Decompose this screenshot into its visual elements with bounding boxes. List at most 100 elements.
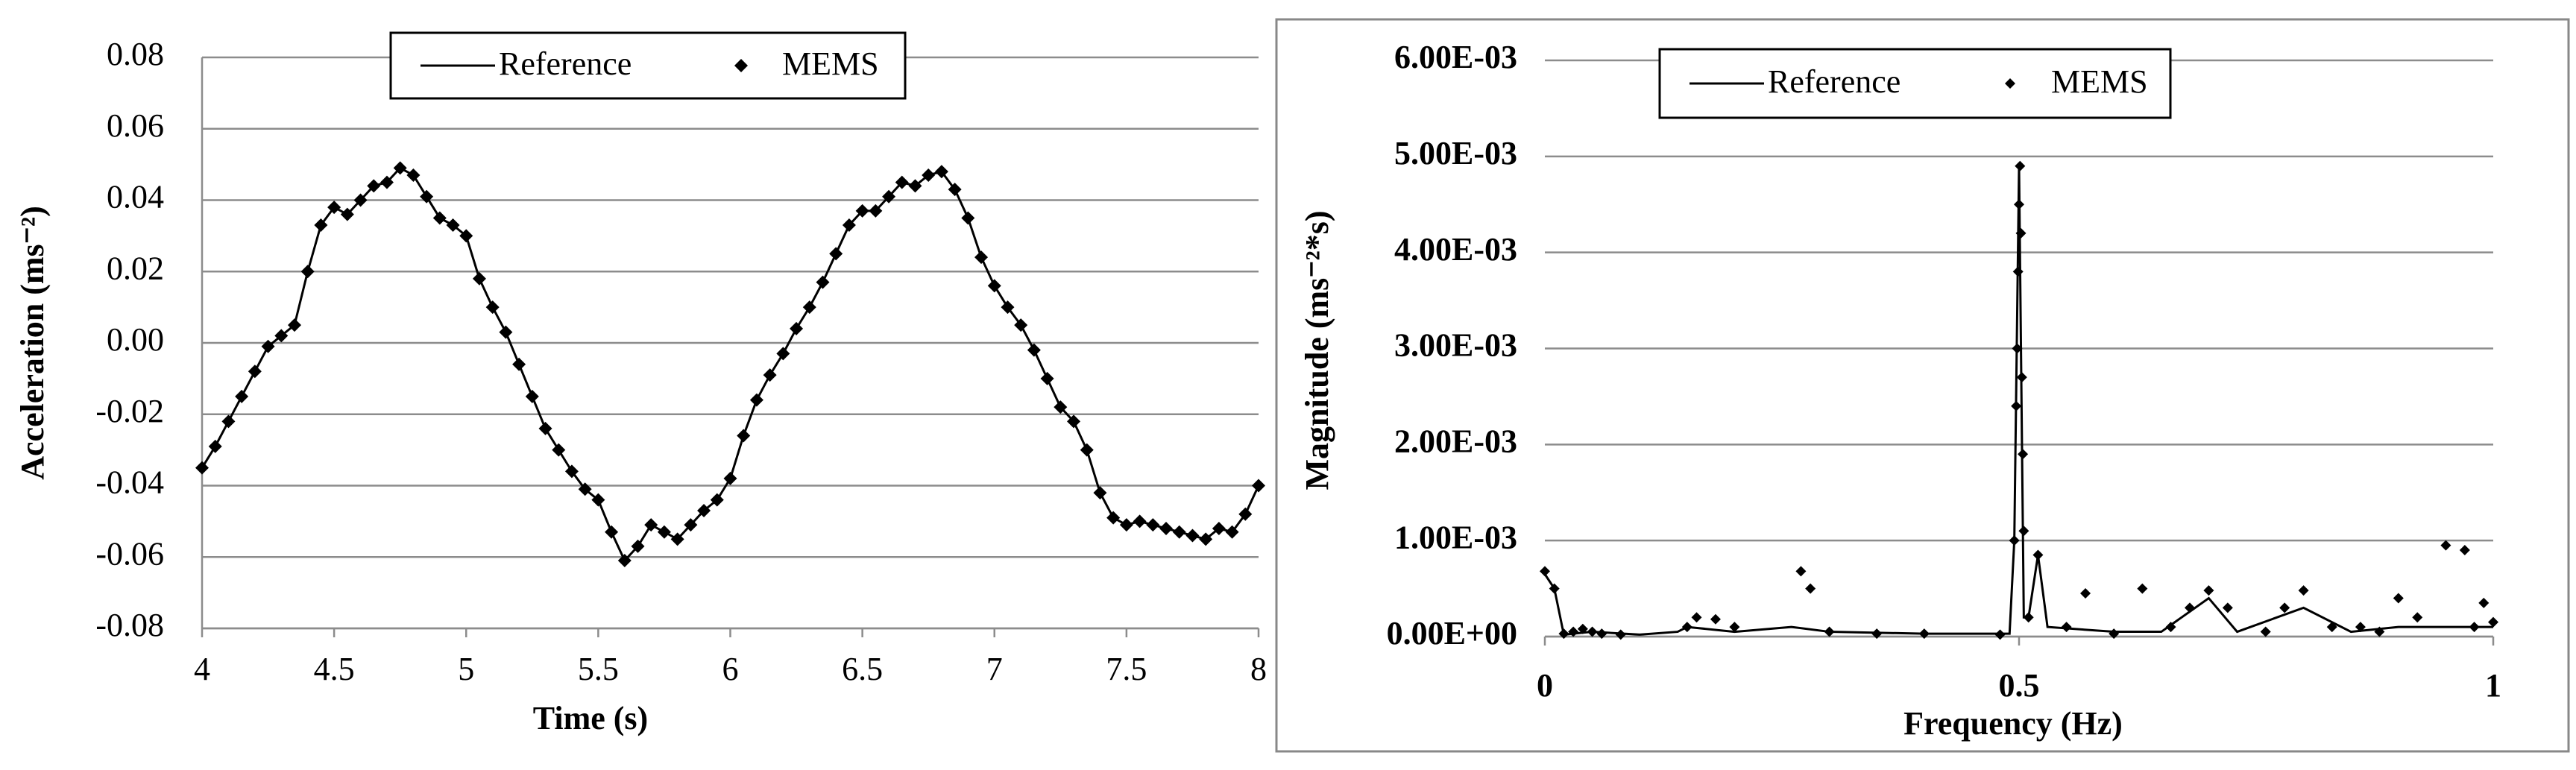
y-tick-label: -0.04 bbox=[95, 464, 164, 501]
marker bbox=[2469, 622, 2480, 633]
marker bbox=[2023, 612, 2034, 623]
legend-label: MEMS bbox=[782, 45, 879, 82]
marker bbox=[2260, 626, 2271, 637]
y-tick-label: -0.02 bbox=[95, 393, 164, 429]
marker bbox=[657, 525, 671, 539]
marker bbox=[1238, 507, 1253, 521]
marker bbox=[1805, 583, 1816, 594]
marker bbox=[2393, 593, 2404, 604]
marker bbox=[314, 218, 328, 233]
x-tick-label: 4.5 bbox=[314, 651, 355, 687]
marker bbox=[195, 461, 209, 475]
legend-box bbox=[1658, 48, 2172, 119]
marker bbox=[2018, 526, 2029, 537]
y-tick-label: 0.00E+00 bbox=[1387, 615, 1517, 651]
marker bbox=[2018, 449, 2029, 460]
y-tick-label: 3.00E-03 bbox=[1394, 327, 1517, 364]
marker bbox=[2015, 160, 2026, 171]
series-line bbox=[1543, 165, 2493, 637]
marker bbox=[1252, 479, 1265, 493]
marker bbox=[591, 493, 605, 507]
series-line bbox=[201, 166, 1260, 563]
marker bbox=[1729, 622, 1740, 633]
marker bbox=[1001, 300, 1015, 315]
marker bbox=[802, 300, 816, 315]
marker bbox=[697, 504, 711, 518]
marker bbox=[1691, 612, 1702, 623]
marker bbox=[1040, 371, 1054, 385]
marker bbox=[393, 161, 407, 175]
marker bbox=[1106, 511, 1121, 525]
marker bbox=[961, 211, 975, 225]
marker bbox=[552, 443, 566, 457]
marker bbox=[2374, 626, 2385, 637]
marker bbox=[1185, 528, 1200, 543]
y-tick-label: 2.00E-03 bbox=[1394, 423, 1517, 459]
y-tick-label: 1.00E-03 bbox=[1394, 519, 1517, 555]
marker bbox=[948, 183, 962, 197]
marker bbox=[353, 193, 368, 207]
marker bbox=[1014, 318, 1028, 332]
marker bbox=[2203, 585, 2214, 596]
x-tick-label: 0.5 bbox=[1999, 667, 2040, 704]
marker bbox=[749, 393, 763, 407]
marker bbox=[1133, 514, 1147, 528]
marker bbox=[499, 325, 513, 339]
marker bbox=[512, 357, 526, 371]
marker bbox=[1093, 486, 1107, 500]
marker bbox=[1054, 400, 1068, 414]
legend-label: Reference bbox=[1768, 63, 1900, 100]
marker bbox=[869, 203, 883, 218]
marker bbox=[1568, 626, 1579, 637]
marker bbox=[380, 175, 394, 189]
marker bbox=[1795, 566, 1807, 577]
marker bbox=[1587, 626, 1598, 637]
y-tick-label: 6.00E-03 bbox=[1394, 39, 1517, 75]
marker bbox=[208, 439, 222, 453]
marker bbox=[723, 471, 737, 485]
marker bbox=[459, 229, 473, 243]
marker bbox=[895, 175, 909, 189]
marker bbox=[406, 168, 421, 182]
marker bbox=[221, 414, 236, 429]
marker bbox=[2015, 227, 2027, 239]
legend-label: MEMS bbox=[2051, 63, 2148, 100]
marker bbox=[2355, 622, 2366, 633]
marker bbox=[2184, 602, 2195, 613]
marker bbox=[472, 271, 486, 285]
marker bbox=[1119, 518, 1133, 532]
marker bbox=[737, 429, 751, 443]
marker bbox=[1540, 566, 1550, 577]
marker bbox=[1549, 583, 1560, 594]
marker bbox=[261, 339, 275, 353]
marker bbox=[644, 518, 658, 532]
marker bbox=[367, 179, 381, 193]
marker bbox=[2011, 400, 2022, 411]
marker bbox=[485, 300, 500, 315]
x-tick-label: 6 bbox=[722, 651, 739, 687]
marker bbox=[2009, 535, 2020, 546]
marker bbox=[2012, 343, 2023, 354]
marker bbox=[1212, 521, 1226, 535]
marker bbox=[829, 247, 843, 261]
marker bbox=[1159, 521, 1174, 535]
x-axis-title: Frequency (Hz) bbox=[1903, 705, 2123, 742]
marker bbox=[1615, 629, 1626, 640]
marker bbox=[1027, 343, 1041, 357]
y-tick-label: 0.02 bbox=[107, 250, 164, 286]
x-tick-label: 7.5 bbox=[1106, 651, 1147, 687]
legend-marker bbox=[2005, 78, 2015, 89]
marker bbox=[1681, 622, 1692, 633]
marker bbox=[420, 189, 434, 203]
marker bbox=[882, 189, 896, 203]
marker bbox=[525, 389, 539, 403]
marker bbox=[763, 368, 777, 382]
marker bbox=[1918, 628, 1930, 640]
marker bbox=[790, 321, 804, 335]
marker bbox=[2279, 602, 2290, 613]
y-tick-label: 5.00E-03 bbox=[1394, 135, 1517, 171]
marker bbox=[300, 265, 315, 279]
y-tick-label: 0.06 bbox=[107, 107, 164, 144]
marker bbox=[1558, 628, 1569, 640]
